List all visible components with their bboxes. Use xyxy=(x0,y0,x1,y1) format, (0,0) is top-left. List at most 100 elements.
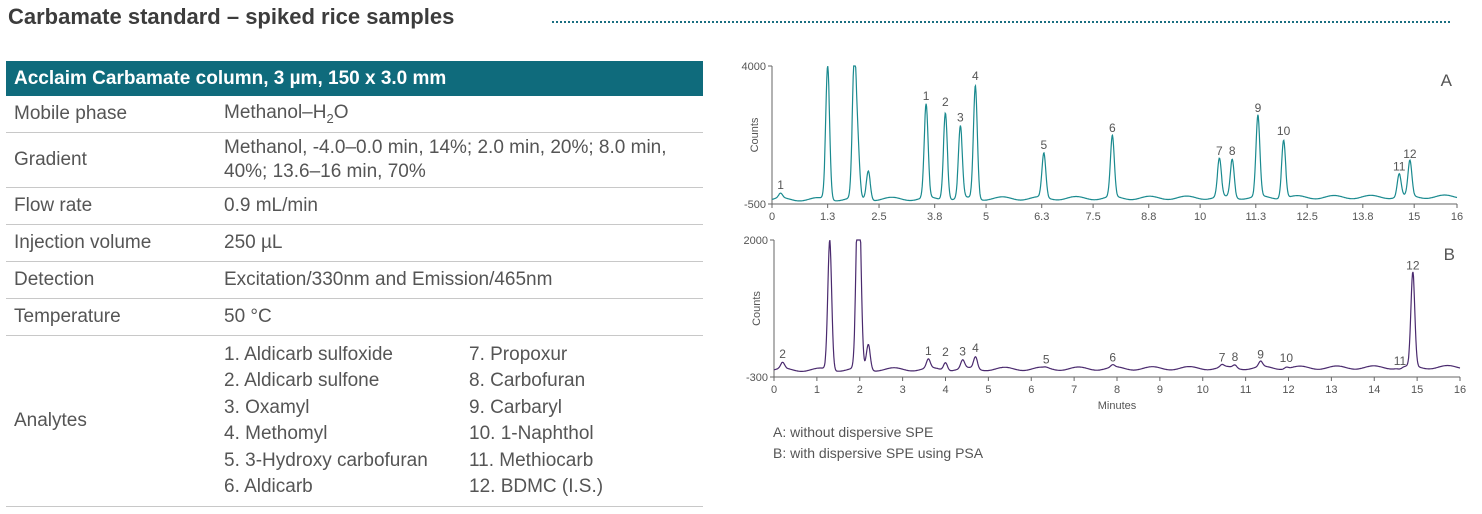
peak-label: 1 xyxy=(923,89,930,103)
table-header-row: Acclaim Carbamate column, 3 µm, 150 x 3.… xyxy=(6,61,703,96)
list-item: 10. 1-Naphthol xyxy=(469,423,594,444)
list-item: 3. Oxamyl xyxy=(224,396,310,418)
row-value: 1. Aldicarb sulfoxide 7. Propoxur 2. Ald… xyxy=(216,335,703,507)
peak-label: 2 xyxy=(942,95,949,109)
list-item: 1. Aldicarb sulfoxide xyxy=(224,343,393,365)
peak-label: 2 xyxy=(779,347,786,361)
peak-label: 3 xyxy=(959,345,966,359)
y-tick-label: -500 xyxy=(744,199,766,211)
x-tick-label: 13 xyxy=(1325,384,1337,396)
x-tick-label: 11.3 xyxy=(1245,211,1266,223)
x-tick-label: 7.5 xyxy=(1085,211,1100,223)
x-tick-label: 12.5 xyxy=(1296,211,1317,223)
x-tick-label: 14 xyxy=(1368,384,1380,396)
table-row: Flow rate 0.9 mL/min xyxy=(6,187,703,225)
peak-label: 9 xyxy=(1255,101,1262,115)
row-label: Detection xyxy=(6,261,216,299)
x-tick-label: 1.3 xyxy=(820,211,835,223)
y-tick-label: -300 xyxy=(746,372,768,384)
row-value: 50 °C xyxy=(216,298,703,336)
y-axis-label: Counts xyxy=(749,117,761,152)
x-tick-label: 2.5 xyxy=(871,211,886,223)
list-item: 6. Aldicarb xyxy=(224,476,313,497)
row-value: 250 µL xyxy=(216,224,703,262)
column-name: Acclaim Carbamate column, 3 µm, 150 x 3.… xyxy=(6,61,703,96)
x-tick-label: 7 xyxy=(1071,384,1077,396)
row-label: Temperature xyxy=(6,298,216,336)
peak-label: 2 xyxy=(942,345,949,359)
x-tick-label: 10 xyxy=(1197,384,1209,396)
x-tick-label: 13.8 xyxy=(1352,211,1373,223)
x-axis-label: Minutes xyxy=(1098,400,1137,412)
row-label: Mobile phase xyxy=(6,96,216,133)
list-item: 5. 3-Hydroxy carbofuran xyxy=(224,449,428,471)
x-tick-label: 6.3 xyxy=(1034,211,1049,223)
x-tick-label: 8 xyxy=(1114,384,1120,396)
peak-label: 8 xyxy=(1232,350,1239,364)
x-tick-label: 6 xyxy=(1028,384,1034,396)
conditions-table: Acclaim Carbamate column, 3 µm, 150 x 3.… xyxy=(6,61,703,507)
panel-letter: A xyxy=(1441,71,1453,90)
title-dotted-rule xyxy=(552,21,1450,23)
row-value: 0.9 mL/min xyxy=(216,187,703,225)
analyte-list: 1. Aldicarb sulfoxide 7. Propoxur 2. Ald… xyxy=(224,342,695,501)
row-label: Analytes xyxy=(6,335,216,507)
table-row: Mobile phase Methanol–H2O xyxy=(6,96,703,133)
peak-label: 5 xyxy=(1041,138,1048,152)
x-tick-label: 16 xyxy=(1454,384,1466,396)
x-tick-label: 5 xyxy=(985,384,991,396)
x-tick-label: 12 xyxy=(1282,384,1294,396)
peak-label: 1 xyxy=(925,344,932,358)
peak-label: 5 xyxy=(1043,352,1050,366)
row-value: Methanol, -4.0–0.0 min, 14%; 2.0 min, 20… xyxy=(216,132,703,188)
x-tick-label: 5 xyxy=(983,211,989,223)
row-label: Injection volume xyxy=(6,224,216,262)
table-row: Temperature 50 °C xyxy=(6,298,703,336)
x-tick-label: 8.8 xyxy=(1141,211,1156,223)
list-item: 7. Propoxur xyxy=(469,343,568,365)
x-tick-label: 10 xyxy=(1194,211,1206,223)
peak-label: 4 xyxy=(972,341,979,355)
y-tick-label: 4000 xyxy=(742,61,766,73)
row-label: Flow rate xyxy=(6,187,216,225)
peak-label: 7 xyxy=(1216,144,1223,158)
peak-label: 11 xyxy=(1394,354,1407,368)
row-value: Excitation/330nm and Emission/465nm xyxy=(216,261,703,299)
peak-label: 10 xyxy=(1280,351,1294,365)
list-item: 4. Methomyl xyxy=(224,423,328,444)
chromatogram-trace xyxy=(771,65,1458,202)
chromatogram-trace xyxy=(773,239,1461,372)
caption-a: A: without dispersive SPE xyxy=(773,424,934,440)
page-title: Carbamate standard – spiked rice samples xyxy=(8,4,455,29)
x-tick-label: 15 xyxy=(1411,384,1423,396)
chromatogram-panel-a: 4000 -500 Counts 0 1.3 2.5 3.8 5 6.3 7.5 8.8 10 11.3… xyxy=(742,61,1464,223)
list-item: 12. BDMC (I.S.) xyxy=(469,476,604,497)
list-item: 2. Aldicarb sulfone xyxy=(224,370,380,391)
subscript-2: 2 xyxy=(326,110,334,126)
x-tick-label: 16 xyxy=(1451,211,1463,223)
panel-letter: B xyxy=(1444,245,1455,264)
peak-label: 12 xyxy=(1406,259,1420,273)
x-tick-label: 2 xyxy=(857,384,863,396)
caption-b: B: with dispersive SPE using PSA xyxy=(773,445,984,461)
mobile-phase-value: Methanol–H2O xyxy=(216,96,703,133)
x-tick-label: 1 xyxy=(814,384,820,396)
list-item: 8. Carbofuran xyxy=(469,370,586,391)
peak-label: 4 xyxy=(972,69,979,83)
x-tick-label: 9 xyxy=(1157,384,1163,396)
peak-label: 6 xyxy=(1109,121,1116,135)
peak-label: 12 xyxy=(1403,147,1417,161)
peak-label: 11 xyxy=(1393,159,1406,173)
x-tick-label: 3.8 xyxy=(927,211,942,223)
peak-label: 9 xyxy=(1257,347,1264,361)
x-tick-label: 0 xyxy=(771,384,777,396)
list-item: 9. Carbaryl xyxy=(469,396,562,418)
table-row: Gradient Methanol, -4.0–0.0 min, 14%; 2.… xyxy=(6,132,703,188)
peak-label: 8 xyxy=(1229,144,1236,158)
x-tick-label: 4 xyxy=(942,384,948,396)
chromatogram-chart: 4000 -500 Counts 0 1.3 2.5 3.8 5 6.3 7.5 8.8 10 11.3… xyxy=(742,61,1467,412)
list-item: 11. Methiocarb xyxy=(469,449,594,471)
x-tick-label: 15 xyxy=(1408,211,1420,223)
peak-label: 3 xyxy=(957,110,964,124)
